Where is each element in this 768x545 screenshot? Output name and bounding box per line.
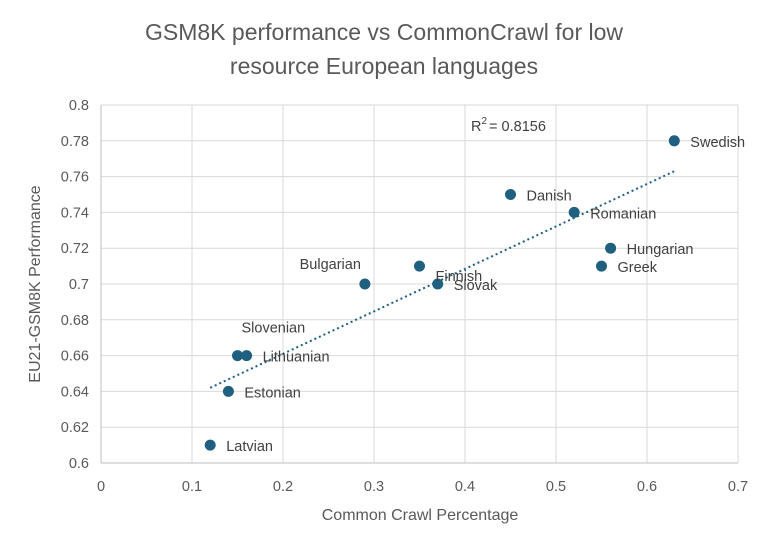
y-tick-label: 0.8 bbox=[69, 98, 89, 114]
x-tick-label: 0.2 bbox=[273, 479, 293, 495]
trendline-layer bbox=[209, 170, 675, 389]
x-axis-title: Common Crawl Percentage bbox=[322, 507, 519, 524]
gridlines bbox=[101, 104, 739, 463]
y-tick-label: 0.74 bbox=[61, 205, 89, 221]
chart-title-line-1: GSM8K performance vs CommonCrawl for low bbox=[145, 19, 623, 45]
point-label-hungarian: Hungarian bbox=[627, 242, 694, 258]
point-label-slovenian: Slovenian bbox=[242, 321, 306, 337]
r-squared-superscript: 2 bbox=[481, 116, 487, 127]
y-tick-label: 0.76 bbox=[61, 170, 89, 186]
x-tick-label: 0.4 bbox=[455, 479, 475, 495]
x-tick-label: 0.3 bbox=[364, 479, 384, 495]
x-tick-label: 0 bbox=[97, 479, 105, 495]
chart-title-line-2: resource European languages bbox=[230, 53, 538, 79]
point-label-estonian: Estonian bbox=[244, 385, 300, 401]
y-tick-label: 0.64 bbox=[61, 384, 89, 400]
point-label-slovak: Slovak bbox=[454, 278, 498, 294]
data-points bbox=[204, 135, 680, 451]
x-tick-label: 0.5 bbox=[546, 479, 566, 495]
data-point-bulgarian bbox=[359, 278, 371, 290]
point-labels: Swedish Danish Romanian Hungarian Greek Finni… bbox=[226, 135, 745, 455]
r-squared-value: = 0.8156 bbox=[489, 119, 546, 135]
data-point-danish bbox=[505, 189, 516, 200]
point-label-latvian: Latvian bbox=[226, 439, 273, 455]
y-axis-title: EU21-GSM8K Performance bbox=[27, 185, 44, 383]
y-tick-label: 0.68 bbox=[61, 313, 89, 329]
y-tick-label: 0.7 bbox=[69, 277, 89, 293]
point-label-lithuanian: Lithuanian bbox=[263, 350, 330, 366]
data-point-finnish bbox=[414, 260, 425, 272]
point-label-greek: Greek bbox=[618, 260, 658, 276]
point-label-bulgarian: Bulgarian bbox=[300, 257, 361, 273]
r-squared-annotation: R2 = 0.8156 bbox=[471, 116, 546, 135]
r-squared-prefix: R bbox=[471, 119, 481, 135]
tick-labels: 0.60.620.640.660.680.70.720.740.760.780.… bbox=[61, 98, 748, 495]
point-label-finnish: Finnish bbox=[436, 269, 483, 285]
y-tick-label: 0.72 bbox=[61, 241, 89, 257]
data-point-lithuanian bbox=[241, 350, 253, 362]
data-point-hungarian bbox=[605, 242, 617, 254]
x-tick-label: 0.7 bbox=[728, 479, 748, 495]
x-tick-label: 0.6 bbox=[637, 479, 657, 495]
y-tick-label: 0.78 bbox=[61, 134, 89, 150]
data-point-romanian bbox=[568, 206, 580, 218]
data-point-slovak bbox=[432, 278, 444, 290]
point-label-danish: Danish bbox=[527, 189, 572, 205]
y-tick-label: 0.62 bbox=[61, 420, 89, 436]
y-tick-label: 0.66 bbox=[61, 349, 89, 365]
x-tick-label: 0.1 bbox=[182, 479, 202, 495]
data-point-latvian bbox=[204, 439, 216, 451]
axes bbox=[100, 105, 738, 464]
data-point-estonian bbox=[222, 385, 234, 397]
point-label-romanian: Romanian bbox=[590, 206, 656, 222]
trendline bbox=[209, 170, 675, 389]
y-tick-label: 0.6 bbox=[69, 456, 89, 472]
data-point-swedish bbox=[668, 135, 680, 147]
point-label-swedish: Swedish bbox=[690, 135, 745, 151]
data-point-greek bbox=[596, 260, 607, 272]
data-point-slovenian bbox=[232, 350, 243, 362]
